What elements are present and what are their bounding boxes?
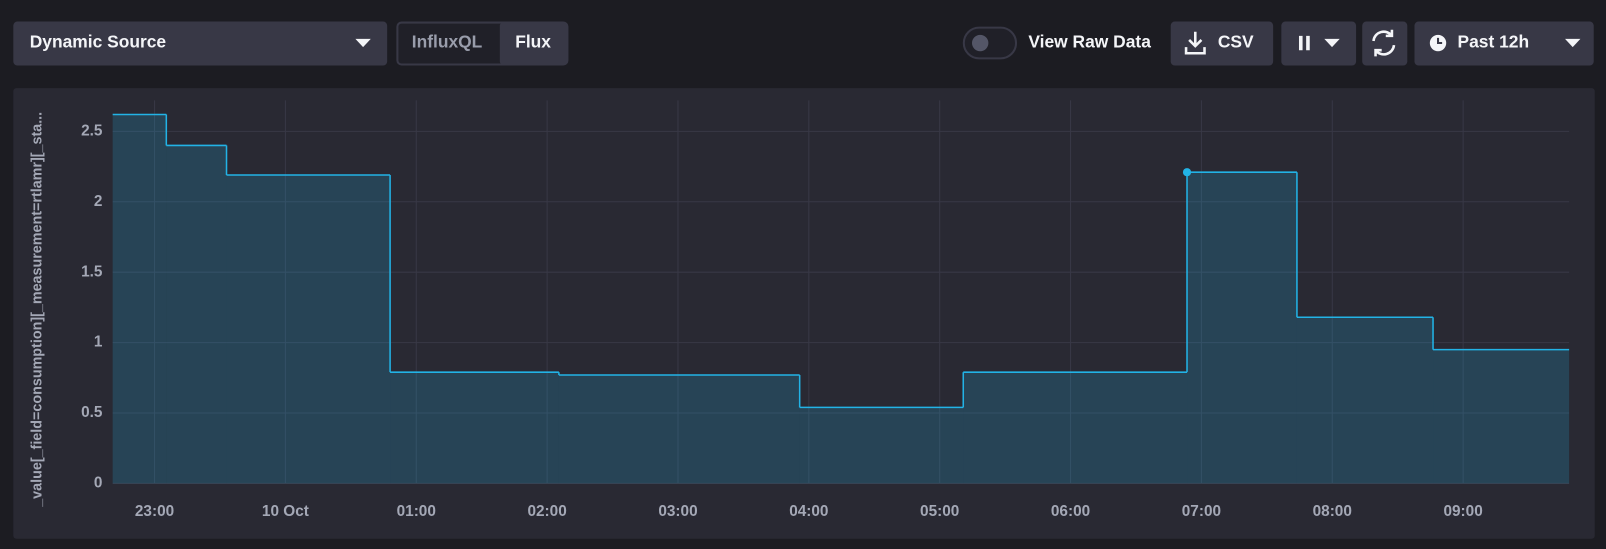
x-tick-label: 02:00 [527,503,566,520]
x-tick-label: 08:00 [1313,503,1352,520]
area-step [166,145,227,484]
y-axis-label: _value[_field=consumption][_measurement=… [30,112,46,508]
clock-hands [1437,37,1443,45]
download-icon [1184,31,1206,55]
area-step [963,372,1188,484]
pause-icon [1298,35,1310,51]
pause-button[interactable] [1281,21,1357,66]
y-tick-label: 0.5 [81,404,103,421]
toggle-knob [971,34,989,52]
x-tick-label: 06:00 [1051,503,1090,520]
x-tick-label: 03:00 [658,503,697,520]
area-step [390,372,559,484]
area-step [1187,172,1297,484]
area-step [799,407,964,484]
x-tick-label: 07:00 [1182,503,1221,520]
plot: 0 0.5 1 1.5 2 2.5 23:00 10 Oct 01:00 02:00 03:00 04… [81,100,1570,520]
raw-data-label: View Raw Data [1028,32,1151,52]
hover-point [1182,168,1192,177]
csv-label: CSV [1218,32,1254,52]
x-tick-label: 09:00 [1443,503,1482,520]
area-step [112,114,167,484]
x-tick-label: 01:00 [397,503,436,520]
toolbar: Dynamic Source InfluxQL Flux View Raw Da… [13,21,1594,66]
y-tick-label: 1.5 [81,263,103,280]
area-step [1433,349,1570,484]
time-range-label: Past 12h [1457,32,1529,52]
caret [355,38,371,48]
source-dropdown[interactable] [13,21,388,66]
refresh-button[interactable] [1362,21,1408,66]
caret [1565,38,1581,48]
area-step [1296,317,1434,484]
x-tick-label: 04:00 [789,503,828,520]
flux-active[interactable] [499,22,568,65]
y-tick-label: 0 [94,475,103,492]
area-step [558,375,800,484]
time-range-dropdown[interactable] [1414,21,1594,66]
x-tick-label: 23:00 [135,503,174,520]
x-tick-label: 10 Oct [262,503,309,520]
x-tick-label: 05:00 [920,503,959,520]
y-tick-label: 2 [94,193,103,210]
y-tick-label: 1 [94,334,103,351]
flux-button[interactable]: Flux [515,32,551,52]
raw-toggle[interactable] [962,26,1018,60]
y-tick-label: 2.5 [81,122,103,139]
chart-panel [13,88,1595,539]
influxql-button[interactable]: InfluxQL [412,32,483,52]
source-label: Dynamic Source [30,32,167,52]
area-step [226,175,391,484]
caret [1324,38,1340,48]
refresh-icon [1372,29,1396,57]
